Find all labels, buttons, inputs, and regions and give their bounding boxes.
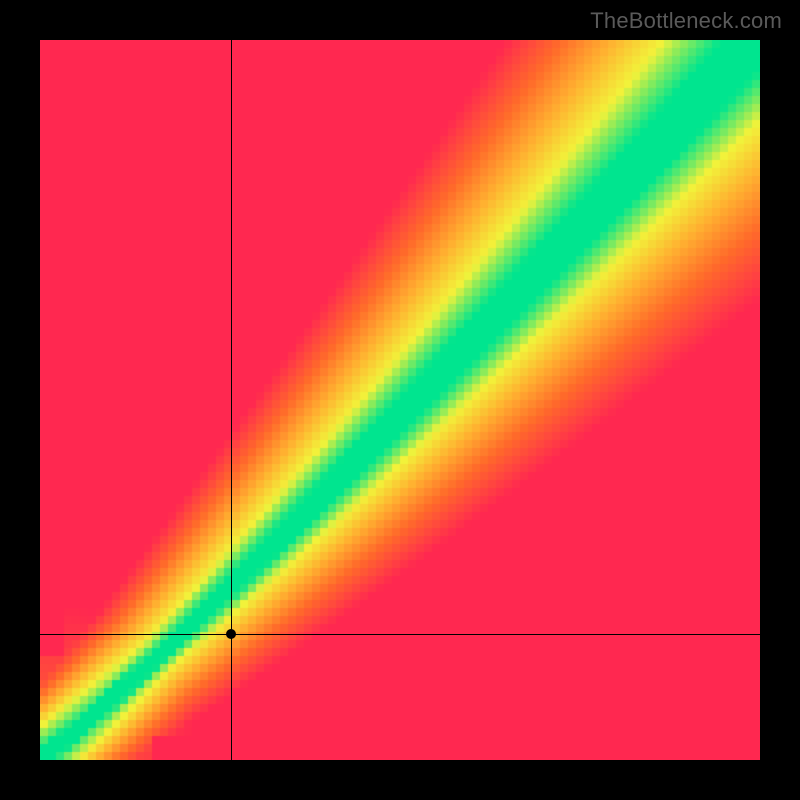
chart-frame: TheBottleneck.com (0, 0, 800, 800)
heatmap-canvas (40, 40, 760, 760)
watermark-text: TheBottleneck.com (590, 8, 782, 34)
plot-area (40, 40, 760, 760)
